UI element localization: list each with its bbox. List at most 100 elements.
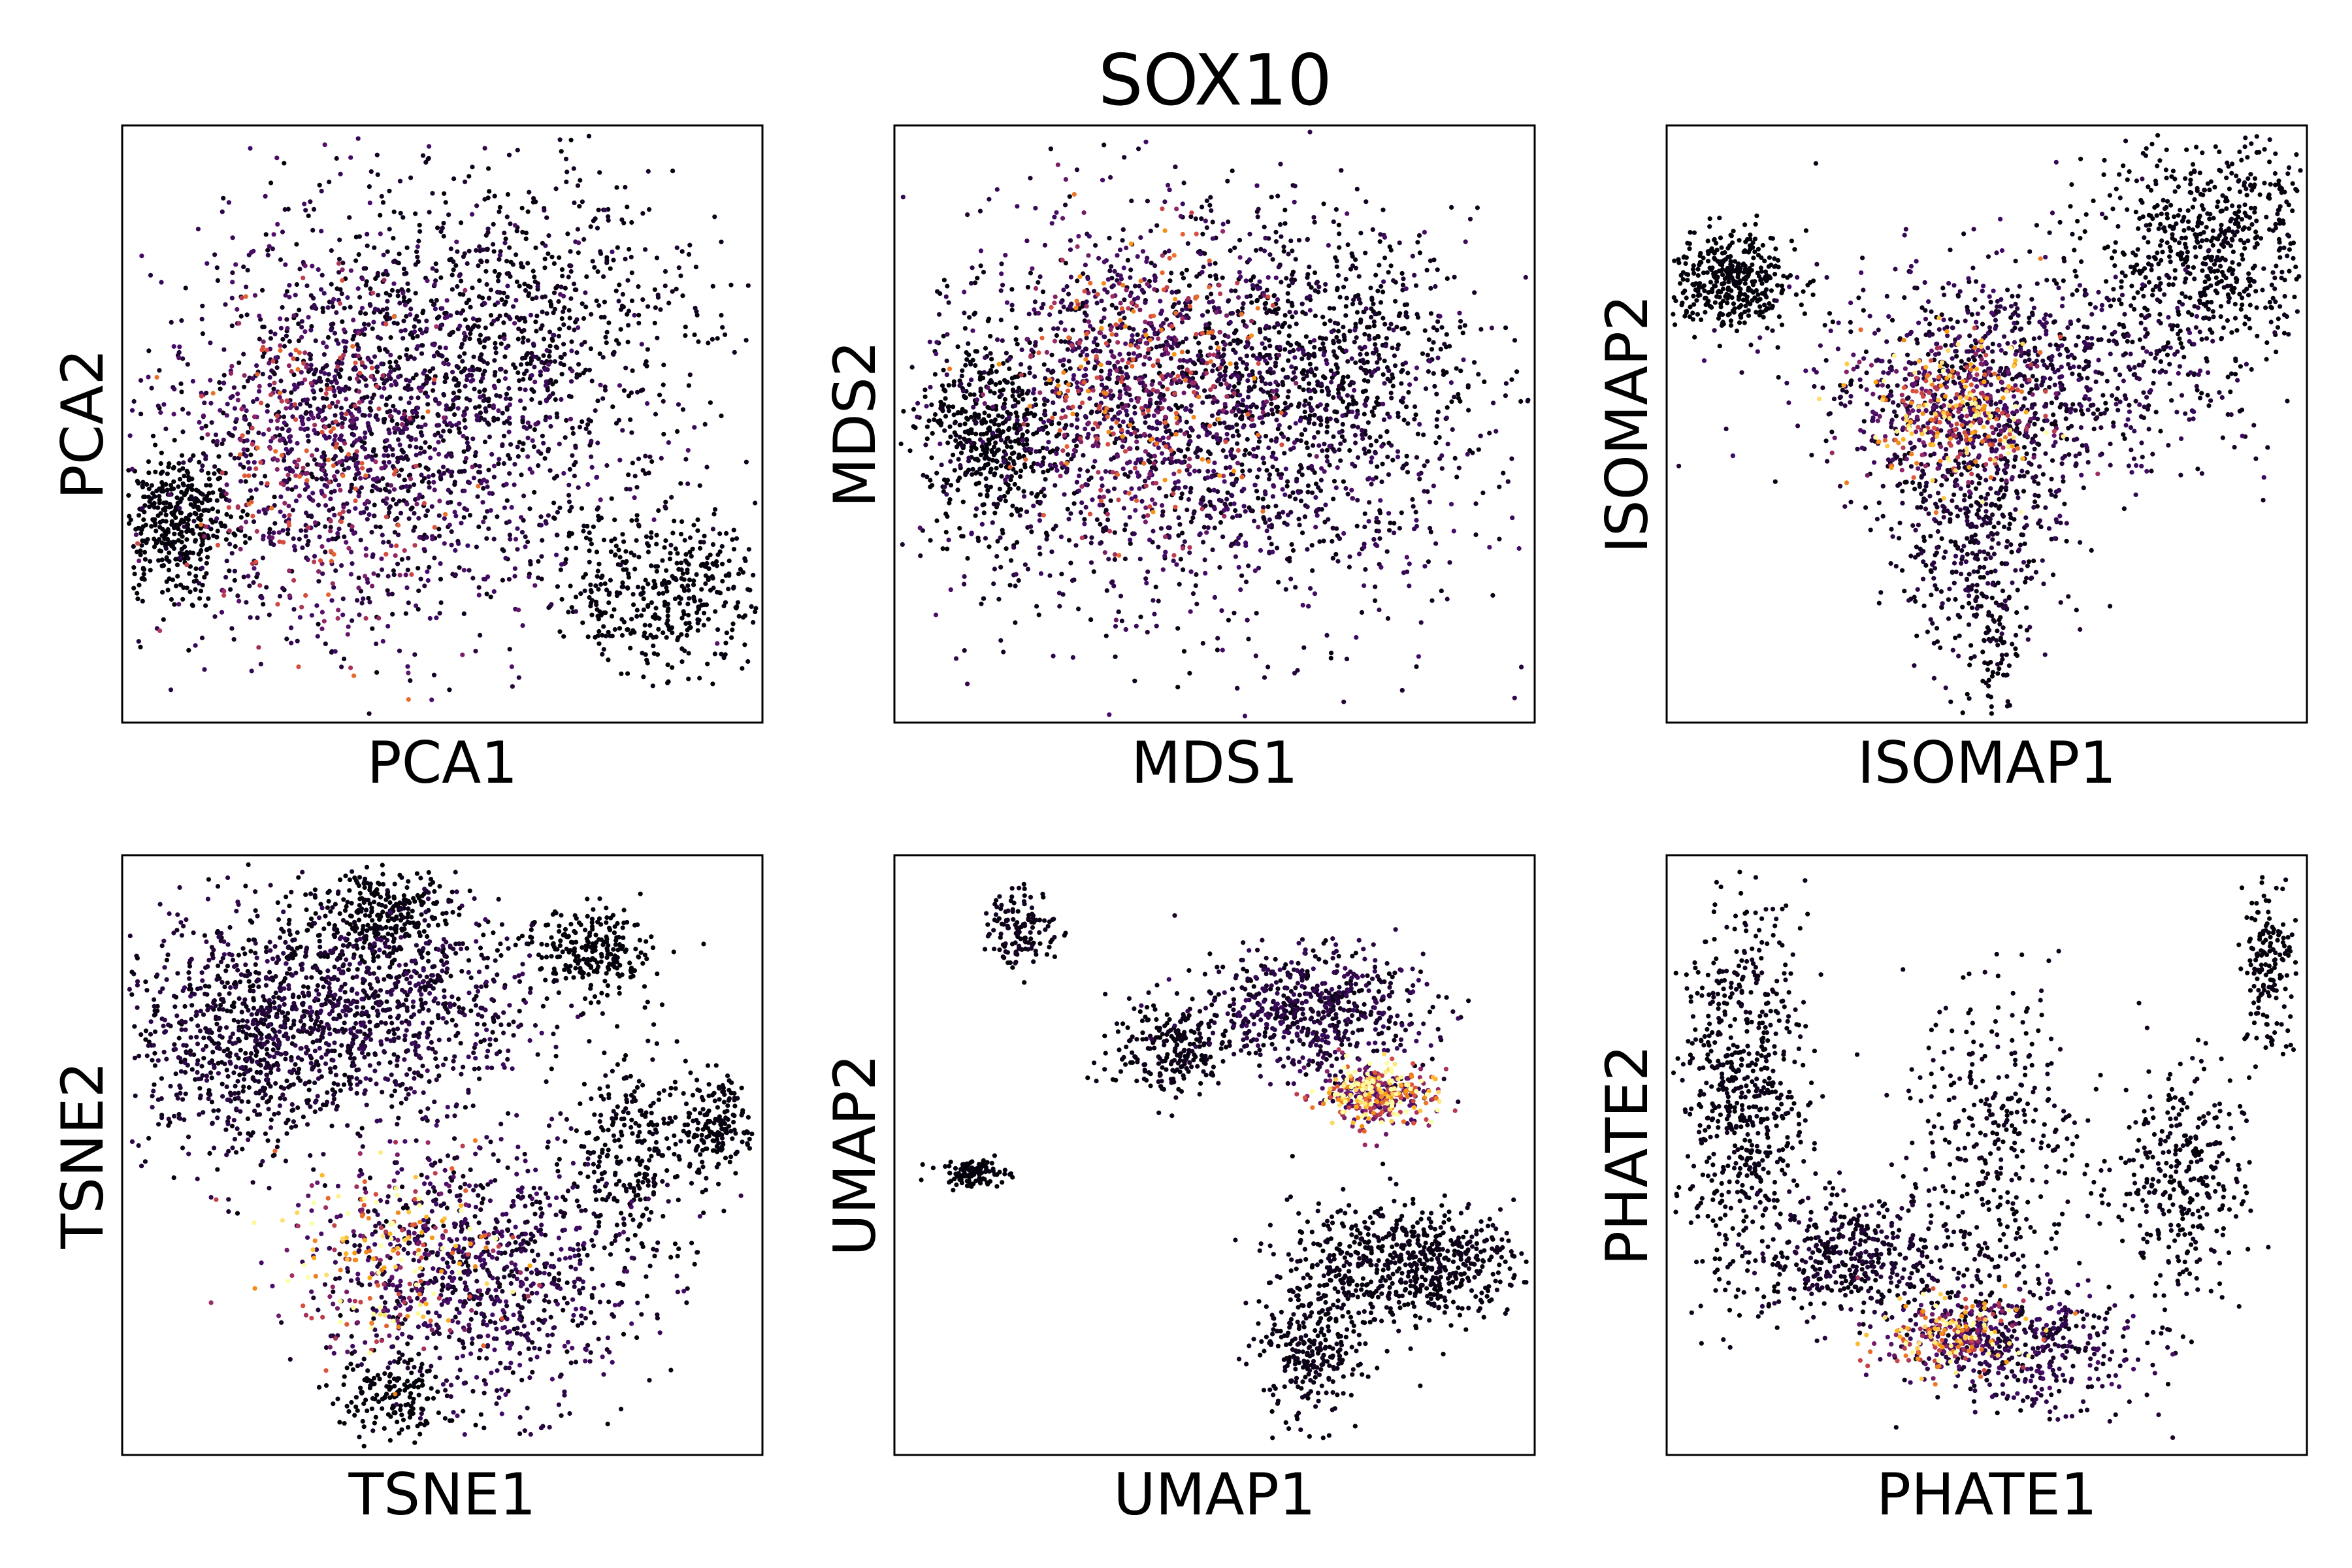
scatter-point — [554, 186, 559, 191]
scatter-point — [322, 371, 327, 376]
scatter-point — [361, 413, 365, 417]
scatter-point — [674, 287, 679, 291]
scatter-point — [426, 467, 431, 472]
scatter-point — [404, 427, 409, 431]
scatter-point — [413, 317, 417, 321]
scatter-point — [147, 487, 152, 491]
scatter-point — [649, 531, 653, 535]
scatter-point — [177, 506, 182, 511]
scatter-point — [228, 452, 233, 457]
scatter-point — [515, 280, 519, 284]
scatter-point — [406, 387, 410, 392]
scatter-point — [515, 148, 520, 152]
scatter-point — [622, 388, 627, 393]
scatter-point — [194, 512, 199, 516]
scatter-point — [543, 257, 547, 261]
scatter-point — [230, 296, 235, 301]
scatter-point — [589, 613, 594, 617]
scatter-point — [562, 305, 566, 310]
scatter-point — [329, 248, 334, 253]
scatter-point — [190, 528, 195, 532]
scatter-point — [540, 538, 544, 543]
scatter-point — [710, 681, 715, 686]
scatter-point — [544, 521, 549, 526]
scatter-point — [618, 563, 623, 567]
scatter-point — [138, 548, 142, 553]
scatter-point — [403, 328, 408, 333]
scatter-point — [553, 397, 558, 402]
scatter-point — [625, 585, 630, 590]
scatter-point — [459, 279, 463, 284]
scatter-point — [250, 668, 254, 673]
scatter-point — [586, 634, 591, 639]
scatter-point — [721, 604, 726, 608]
scatter-point — [274, 155, 279, 160]
scatter-point — [367, 322, 371, 327]
scatter-point — [395, 422, 399, 427]
scatter-point — [457, 502, 462, 506]
scatter-point — [245, 512, 250, 517]
scatter-point — [646, 169, 651, 174]
scatter-point — [695, 529, 700, 533]
scatter-point — [374, 413, 378, 417]
scatter-point — [368, 286, 372, 291]
scatter-point — [641, 585, 645, 590]
scatter-point — [354, 453, 359, 458]
scatter-point — [563, 435, 568, 440]
scatter-point — [323, 642, 328, 646]
scatter-point — [751, 573, 755, 578]
scatter-point — [610, 614, 614, 619]
scatter-point — [132, 399, 137, 404]
scatter-point — [419, 472, 423, 477]
scatter-point — [425, 569, 429, 574]
scatter-point — [636, 457, 641, 461]
scatter-point — [255, 572, 260, 576]
scatter-point — [521, 415, 525, 419]
scatter-point — [515, 315, 519, 319]
scatter-point — [682, 649, 687, 653]
scatter-point — [267, 531, 272, 535]
scatter-point — [568, 249, 573, 253]
scatter-point — [246, 379, 250, 384]
scatter-point — [496, 274, 500, 279]
scatter-point — [256, 431, 261, 435]
scatter-point — [212, 614, 217, 619]
scatter-point — [589, 455, 593, 459]
scatter-point — [172, 387, 176, 391]
scatter-point — [186, 648, 191, 653]
scatter-point — [704, 465, 709, 469]
scatter-point — [504, 259, 509, 263]
scatter-point — [471, 316, 476, 321]
scatter-point — [131, 565, 136, 570]
scatter-point — [351, 337, 355, 342]
scatter-point — [593, 408, 598, 413]
scatter-point — [613, 552, 617, 557]
scatter-point — [417, 535, 422, 540]
scatter-point — [302, 398, 307, 402]
scatter-point — [386, 540, 391, 544]
scatter-point — [574, 350, 579, 355]
scatter-point — [596, 642, 601, 646]
scatter-point — [610, 404, 615, 409]
scatter-point — [218, 521, 223, 525]
scatter-point — [705, 662, 710, 666]
scatter-point — [169, 544, 174, 548]
scatter-point — [649, 563, 653, 568]
scatter-point — [232, 385, 237, 390]
scatter-point — [367, 711, 372, 716]
scatter-point — [595, 299, 599, 303]
scatter-point — [466, 326, 470, 331]
scatter-point — [146, 459, 151, 464]
scatter-point — [387, 506, 391, 510]
scatter-point — [536, 284, 540, 289]
scatter-point — [485, 574, 490, 579]
scatter-point — [561, 322, 566, 327]
scatter-point — [374, 485, 378, 490]
scatter-point — [483, 325, 488, 330]
scatter-point — [201, 331, 205, 336]
scatter-point — [564, 418, 568, 423]
scatter-point — [160, 590, 165, 595]
scatter-point — [482, 399, 486, 403]
scatter-point — [525, 261, 530, 265]
scatter-point — [423, 160, 428, 165]
